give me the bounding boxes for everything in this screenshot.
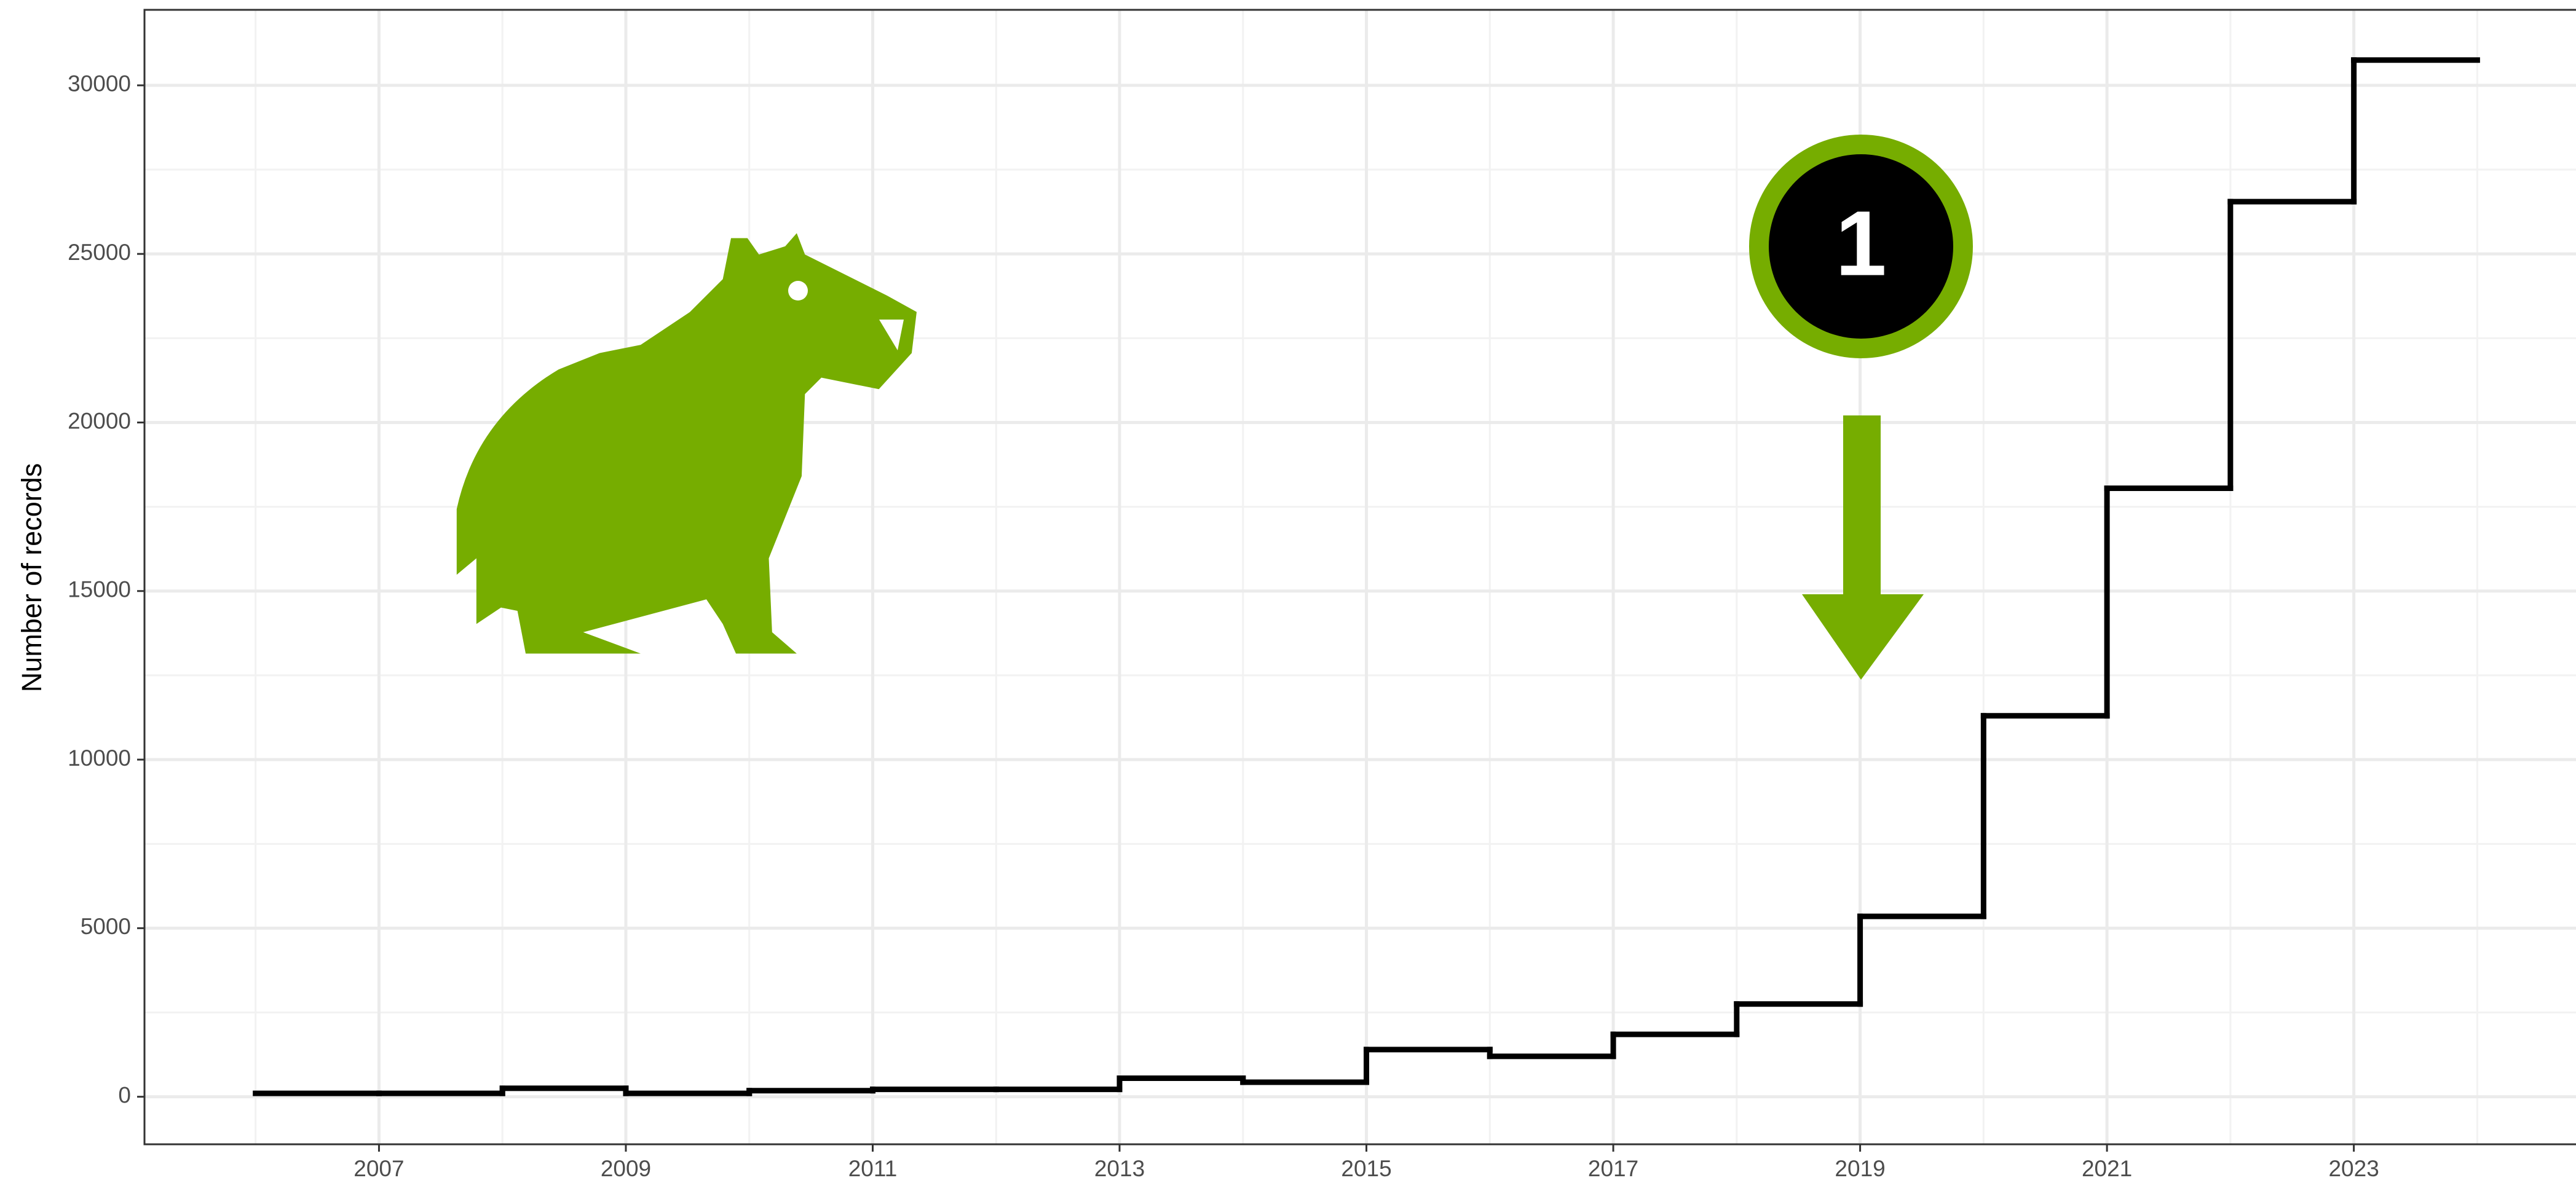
x-tick-label: 2009	[601, 1156, 651, 1181]
chart: Number of records 0 5000 10000 15000 20000 25…	[0, 0, 2576, 1183]
y-tick-label: 30000	[68, 71, 131, 96]
plot: 0 5000 10000 15000 20000 25000 30000 2007 2009 20…	[68, 10, 2576, 1181]
decoration: 1	[457, 135, 1973, 680]
x-tick-label: 2015	[1341, 1156, 1391, 1181]
x-tick-label: 2017	[1588, 1156, 1638, 1181]
y-tick-label: 25000	[68, 240, 131, 265]
y-tick-label: 15000	[68, 577, 131, 602]
arrow-shaft	[1843, 415, 1881, 594]
y-tick-label: 10000	[68, 745, 131, 771]
arrow-head	[1802, 594, 1924, 680]
x-tick-label: 2007	[354, 1156, 404, 1181]
y-axis-title: Number of records	[16, 463, 47, 693]
capybara-eye	[788, 281, 808, 301]
x-tick-label: 2023	[2328, 1156, 2379, 1181]
x-tick-label: 2011	[848, 1156, 898, 1181]
badge-number: 1	[1835, 192, 1886, 295]
x-tick-label: 2013	[1094, 1156, 1145, 1181]
x-tick-label: 2021	[2082, 1156, 2132, 1181]
x-tick-label: 2019	[1835, 1156, 1885, 1181]
y-tick-label: 5000	[81, 914, 131, 939]
y-tick-label: 0	[118, 1082, 131, 1107]
y-tick-label: 20000	[68, 408, 131, 433]
